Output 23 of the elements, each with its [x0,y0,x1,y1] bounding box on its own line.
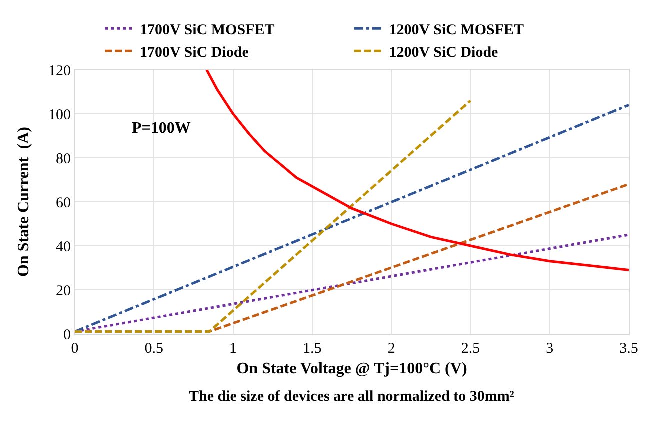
y-tick-label: 120 [48,63,71,80]
x-tick-label: 1.5 [303,341,322,357]
x-tick-label: 3 [546,341,554,357]
y-tick-label: 20 [56,283,71,300]
text: The die size of devices are all normalized to 30mm² [189,389,515,405]
x-tick-label: 0.5 [144,341,164,357]
annotation: P=100W [132,120,191,137]
x-tick-label: 3.5 [620,341,638,357]
legend-label: 1700V SiC MOSFET [140,22,275,38]
x-tick-label: 2.5 [461,341,480,357]
y-tick-label: 0 [64,327,71,344]
line-series [206,70,629,272]
y-tick-label: 60 [56,195,71,212]
y-axis-title: On State Current (A) [15,127,32,277]
legend-label: 1200V SiC Diode [389,44,499,61]
y-tick-label: 100 [48,107,71,124]
x-axis-title: On State Voltage @ Tj=100°C (V) [236,360,468,378]
y-tick-label: 80 [56,151,71,168]
legend-label: 1700V SiC Diode [140,44,250,61]
x-tick-label: 2 [388,341,396,357]
y-tick-label: 40 [56,239,71,256]
legend-label: 1200V SiC MOSFET [389,22,524,38]
x-tick-label: 1 [230,341,238,357]
